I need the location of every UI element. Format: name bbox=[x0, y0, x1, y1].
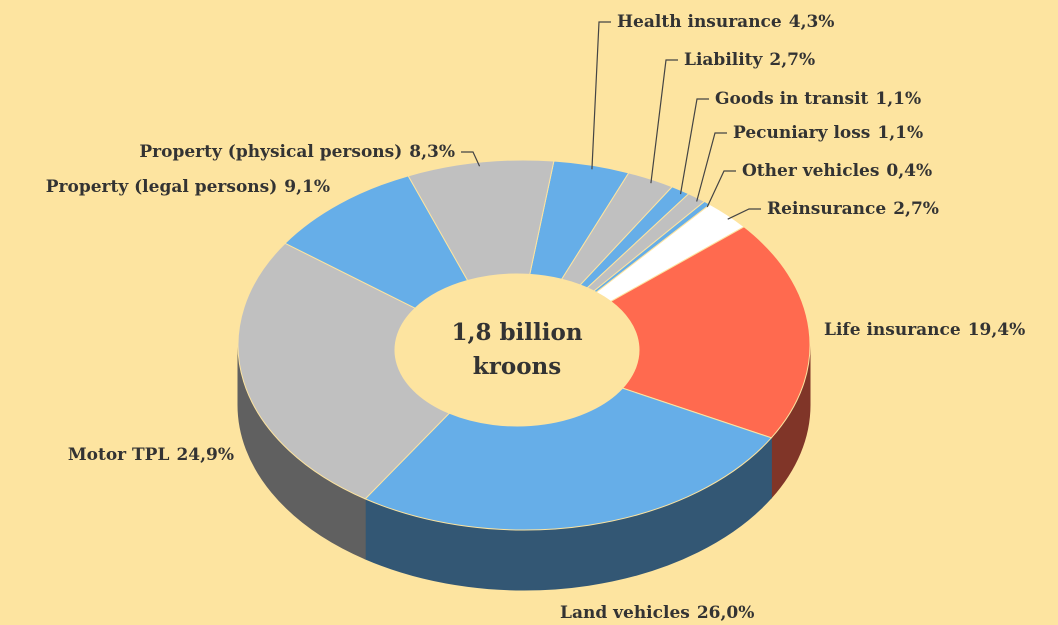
label-value: 24,9% bbox=[176, 445, 234, 465]
slice-label: Health insurance 4,3% bbox=[617, 12, 834, 32]
leader-line bbox=[727, 208, 761, 220]
label-value: 4,3% bbox=[789, 12, 835, 32]
slice bbox=[609, 226, 811, 439]
slice-label: Land vehicles 26,0% bbox=[560, 603, 754, 623]
slice-label: Pecuniary loss 1,1% bbox=[733, 123, 923, 143]
label-name: Pecuniary loss bbox=[733, 123, 870, 143]
slice-label: Other vehicles 0,4% bbox=[742, 161, 932, 181]
slice-label: Property (physical persons) 8,3% bbox=[139, 142, 455, 162]
label-value: 19,4% bbox=[968, 320, 1026, 340]
label-name: Goods in transit bbox=[715, 89, 869, 109]
slice-label: Life insurance 19,4% bbox=[824, 320, 1025, 340]
leader-line bbox=[696, 132, 727, 202]
label-value: 1,1% bbox=[877, 123, 923, 143]
label-name: Property (physical persons) bbox=[139, 142, 402, 162]
slice bbox=[364, 387, 773, 531]
label-name: Land vehicles bbox=[560, 603, 690, 623]
label-value: 1,1% bbox=[875, 89, 921, 109]
leader-line bbox=[706, 170, 736, 208]
slice-label: Property (legal persons) 9,1% bbox=[46, 177, 330, 197]
label-name: Property (legal persons) bbox=[46, 177, 278, 197]
label-name: Liability bbox=[684, 50, 764, 70]
label-value: 0,4% bbox=[886, 161, 932, 181]
slice-label: Liability 2,7% bbox=[684, 50, 815, 70]
center-label: kroons bbox=[473, 353, 561, 380]
label-name: Health insurance bbox=[617, 12, 782, 32]
slice bbox=[407, 159, 555, 282]
leader-line bbox=[650, 59, 678, 184]
leader-line bbox=[461, 151, 481, 167]
label-value: 2,7% bbox=[769, 50, 815, 70]
label-value: 2,7% bbox=[893, 199, 939, 219]
slice bbox=[237, 242, 451, 500]
label-name: Motor TPL bbox=[68, 445, 170, 465]
center-label: 1,8 billion bbox=[451, 319, 582, 346]
label-name: Other vehicles bbox=[742, 161, 879, 181]
slice-label: Reinsurance 2,7% bbox=[767, 199, 939, 219]
slice-label: Goods in transit 1,1% bbox=[715, 89, 921, 109]
label-value: 9,1% bbox=[284, 177, 330, 197]
leader-line bbox=[679, 98, 709, 195]
leader-line bbox=[591, 21, 611, 170]
label-name: Reinsurance bbox=[767, 199, 886, 219]
slice-label: Motor TPL 24,9% bbox=[68, 445, 234, 465]
label-name: Life insurance bbox=[824, 320, 961, 340]
label-value: 8,3% bbox=[409, 142, 455, 162]
label-value: 26,0% bbox=[697, 603, 755, 623]
